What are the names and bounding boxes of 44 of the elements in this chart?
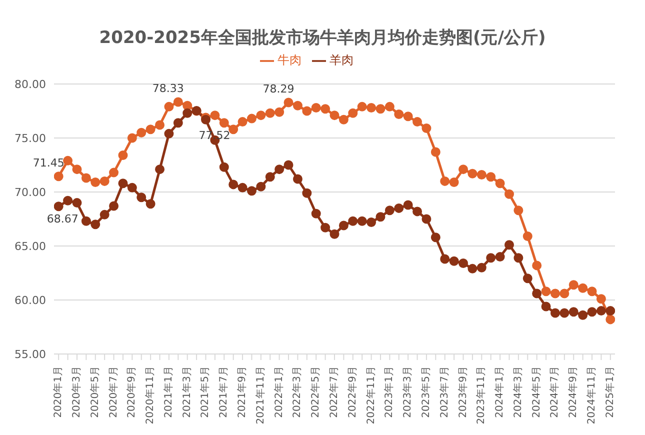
- y-tick-label: 55.00: [14, 348, 46, 361]
- x-tick-label: 2022年9月: [346, 366, 358, 418]
- y-tick-label: 65.00: [14, 240, 46, 253]
- x-tick-label: 2020年9月: [126, 366, 138, 418]
- x-tick-label: 2022年1月: [272, 366, 285, 418]
- y-tick-label: 70.00: [14, 186, 46, 199]
- x-tick-label: 2022年3月: [291, 366, 304, 418]
- x-tick-label: 2024年7月: [548, 366, 561, 418]
- x-tick-label: 2022年11月: [364, 366, 377, 424]
- x-tick-label: 2020年7月: [107, 366, 120, 418]
- x-tick-label: 2025年1月: [604, 366, 616, 418]
- x-tick-label: 2022年7月: [328, 366, 340, 418]
- x-tick-label: 2020年11月: [144, 366, 156, 424]
- y-tick-label: 80.00: [14, 78, 46, 91]
- x-tick-label: 2021年3月: [180, 366, 193, 418]
- x-tick-label: 2023年9月: [456, 366, 469, 418]
- data-label: 71.45: [32, 156, 64, 170]
- x-tick-label: 2024年11月: [586, 366, 598, 424]
- chart-title: 2020-2025年全国批发市场牛羊肉月均价走势图(元/公斤): [98, 27, 547, 48]
- x-tick-label: 2021年1月: [162, 366, 174, 418]
- y-tick-label: 60.00: [14, 294, 46, 307]
- data-label: 78.29: [262, 82, 294, 96]
- x-tick-label: 2021年9月: [236, 366, 248, 418]
- x-tick-label: 2023年11月: [475, 366, 488, 424]
- x-tick-label: 2024年1月: [494, 366, 506, 418]
- data-label: 68.67: [46, 212, 78, 226]
- x-tick-label: 2023年7月: [438, 366, 450, 418]
- x-tick-label: 2021年11月: [254, 366, 266, 424]
- x-tick-label: 2024年3月: [512, 366, 524, 418]
- x-tick-label: 2024年9月: [567, 366, 580, 418]
- x-tick-label: 2020年3月: [70, 366, 82, 418]
- x-tick-label: 2022年5月: [310, 366, 322, 418]
- legend-label: 羊肉: [330, 53, 354, 67]
- x-tick-label: 2021年7月: [218, 366, 230, 418]
- data-label: 78.33: [152, 82, 184, 96]
- x-tick-label: 2020年1月: [52, 366, 64, 418]
- legend-label: 牛肉: [278, 53, 302, 67]
- x-tick-label: 2023年3月: [402, 366, 414, 418]
- x-tick-label: 2020年5月: [88, 366, 101, 418]
- x-tick-label: 2024年5月: [530, 366, 542, 418]
- y-tick-label: 75.00: [14, 132, 46, 145]
- x-tick-label: 2023年5月: [420, 366, 432, 418]
- x-tick-label: 2023年1月: [383, 366, 396, 418]
- x-tick-label: 2021年5月: [199, 366, 212, 418]
